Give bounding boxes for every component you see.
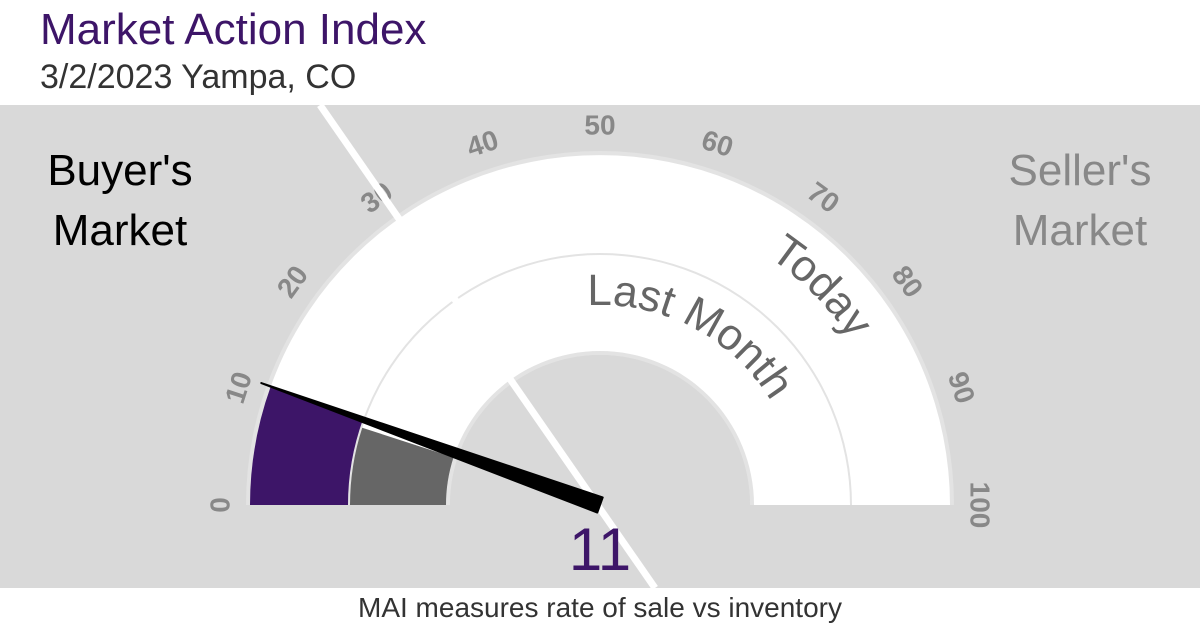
gauge-center bbox=[450, 355, 750, 505]
gauge-fill bbox=[350, 427, 454, 505]
tick-label: 100 bbox=[965, 482, 996, 529]
value-label: 11 bbox=[569, 516, 631, 583]
band bbox=[350, 255, 850, 505]
left-label: Market bbox=[53, 206, 187, 255]
chart-subtitle: 3/2/2023 Yampa, CO bbox=[40, 58, 356, 96]
tick-label: 0 bbox=[204, 497, 235, 513]
right-label: Market bbox=[1013, 206, 1147, 255]
chart-title: Market Action Index bbox=[40, 5, 426, 54]
needle bbox=[260, 382, 604, 514]
footer: MAI measures rate of sale vs inventory bbox=[358, 592, 842, 623]
left-label: Buyer's bbox=[47, 146, 192, 195]
right-label: Seller's bbox=[1009, 146, 1152, 195]
gauge-fill bbox=[250, 386, 363, 505]
tick-label: 50 bbox=[584, 109, 615, 140]
band bbox=[250, 155, 950, 505]
